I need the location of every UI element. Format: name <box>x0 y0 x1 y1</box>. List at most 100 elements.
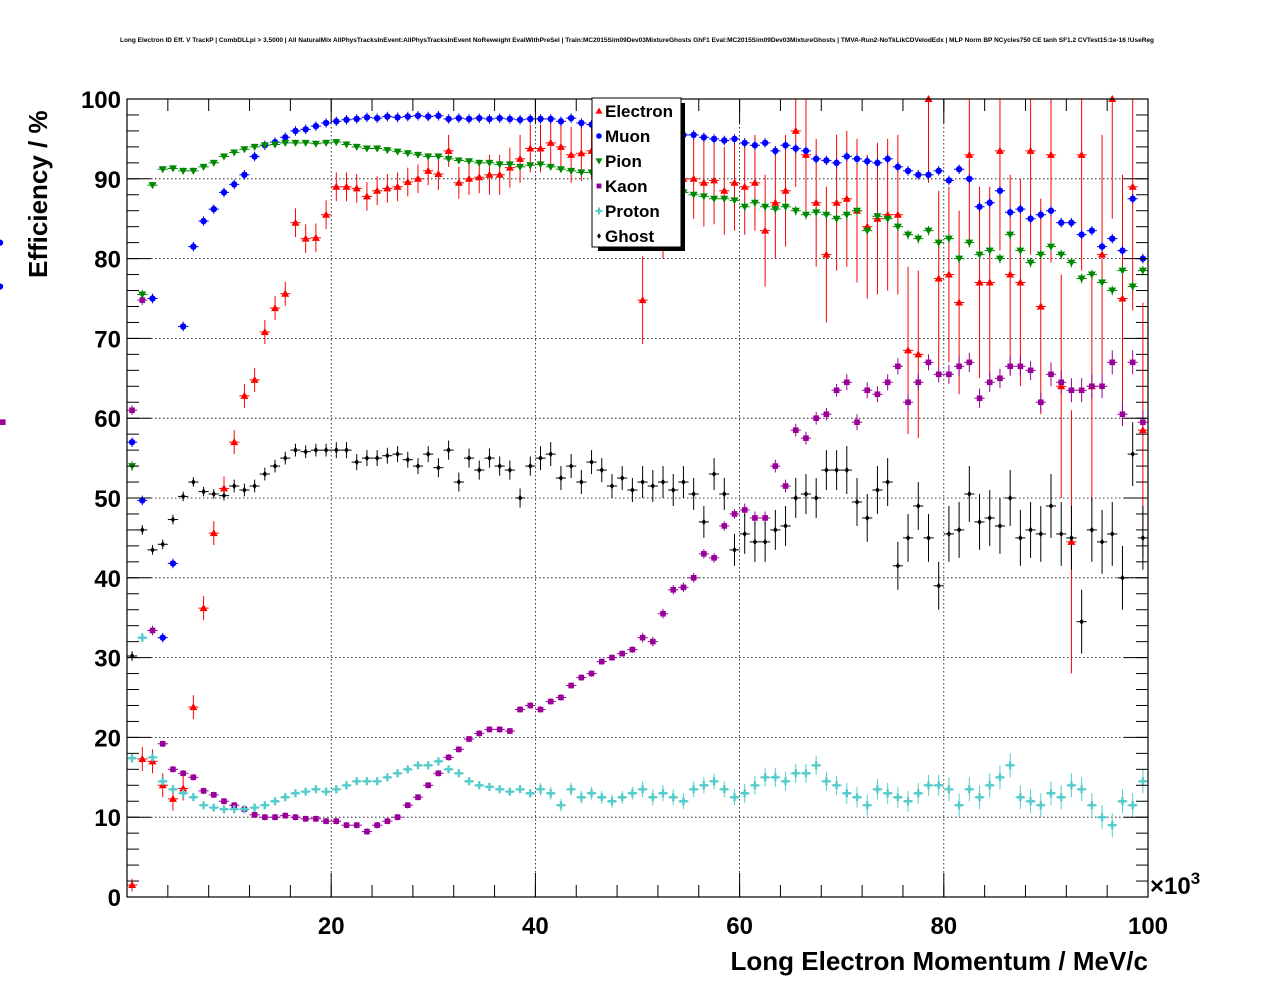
legend-label-pion: Pion <box>605 152 642 171</box>
pion-data-point <box>893 223 902 231</box>
kaon-data-point <box>925 359 932 366</box>
ghost-data-point <box>385 452 390 459</box>
electron-data-point <box>638 296 647 304</box>
proton-data-point <box>1138 777 1147 786</box>
electron-data-point <box>699 178 708 186</box>
electron-data-point <box>1057 382 1066 390</box>
electron-data-point <box>260 328 269 336</box>
proton-data-point <box>516 785 525 794</box>
proton-data-point <box>179 789 188 798</box>
proton-data-point <box>322 787 331 796</box>
muon-data-point <box>1058 219 1065 226</box>
proton-data-point <box>934 781 943 790</box>
kaon-data-point <box>558 694 564 701</box>
electron-data-point <box>516 154 525 162</box>
electron-data-point <box>271 304 280 312</box>
pion-data-point <box>577 169 586 177</box>
ghost-data-point <box>1099 538 1105 546</box>
ghost-data-point <box>599 466 604 474</box>
kaon-data-point <box>915 379 922 386</box>
electron-data-point <box>403 177 412 185</box>
kaon-data-point <box>823 411 830 418</box>
electron-data-point <box>322 210 331 218</box>
muon-data-point <box>506 115 514 123</box>
pion-data-point <box>1128 283 1137 291</box>
electron-data-point <box>1077 150 1086 158</box>
pion-data-point <box>413 151 422 159</box>
kaon-data-point <box>578 674 585 681</box>
muon-data-point <box>874 159 881 167</box>
ghost-data-point <box>681 478 686 486</box>
kaon-data-point <box>731 511 738 517</box>
kaon-data-point <box>547 698 554 705</box>
ghost-data-point <box>354 458 359 466</box>
muon-data-point <box>812 155 820 163</box>
electron-data-point <box>128 881 137 889</box>
kaon-data-point <box>159 740 166 747</box>
pion-data-point <box>260 142 269 150</box>
proton-data-point <box>465 777 474 786</box>
muon-data-point <box>1068 219 1075 226</box>
ghost-data-point <box>803 490 809 498</box>
proton-data-point <box>393 769 402 778</box>
pion-data-point <box>342 141 351 149</box>
ghost-data-point <box>793 494 798 502</box>
kaon-data-point <box>364 828 370 835</box>
kaon-data-point <box>895 363 901 370</box>
electron-data-point <box>495 170 504 178</box>
pion-data-point <box>362 145 371 153</box>
pion-data-point <box>158 166 167 174</box>
muon-data-point <box>333 118 340 125</box>
pion-data-point <box>1016 247 1025 255</box>
ghost-data-point <box>344 446 349 454</box>
x-multiplier-base: ×10 <box>1150 873 1191 900</box>
proton-data-point <box>699 781 708 790</box>
kaon-data-point <box>1037 399 1044 406</box>
electron-data-point <box>383 184 392 192</box>
muon-data-point <box>751 142 759 149</box>
proton-data-point <box>546 789 555 798</box>
proton-data-point <box>250 803 259 812</box>
proton-data-point <box>1118 797 1127 806</box>
pion-data-point <box>883 215 892 223</box>
electron-data-point <box>413 174 422 182</box>
pion-data-point <box>740 203 749 211</box>
ghost-data-point <box>1130 450 1135 458</box>
proton-data-point <box>842 789 851 798</box>
kaon-data-point <box>221 798 227 805</box>
proton-data-point <box>812 761 821 770</box>
kaon-data-point <box>588 670 595 677</box>
electron-data-point <box>332 182 341 190</box>
kaon-data-point <box>1048 371 1054 378</box>
proton-data-point <box>383 773 392 782</box>
electron-data-point <box>781 186 790 194</box>
proton-data-point <box>311 785 320 794</box>
kaon-data-point <box>180 770 186 777</box>
ghost-data-point <box>242 486 247 494</box>
kaon-data-point <box>874 391 881 398</box>
pion-data-point <box>546 163 555 171</box>
muon-data-point <box>1119 247 1126 254</box>
ghost-data-point <box>946 530 952 538</box>
kaon-data-point <box>598 658 605 665</box>
ghost-data-point <box>1079 618 1084 625</box>
kaon-data-point <box>701 551 707 557</box>
proton-data-point <box>189 793 198 802</box>
ghost-data-point <box>691 490 696 498</box>
muon-data-point <box>1098 243 1106 250</box>
pion-data-point <box>771 206 780 214</box>
proton-data-point <box>281 793 290 802</box>
grid-lines <box>127 99 1148 897</box>
ghost-data-point <box>313 446 319 454</box>
ghost-data-point <box>415 462 421 470</box>
proton-data-point <box>1077 785 1086 794</box>
pion-data-point <box>209 159 218 167</box>
ghost-data-point <box>548 450 553 458</box>
muon-data-point <box>996 187 1004 194</box>
ghost-data-point <box>221 492 227 499</box>
proton-data-point <box>219 805 228 814</box>
electron-data-point <box>168 794 177 802</box>
muon-data-point <box>384 113 391 120</box>
kaon-data-point <box>1099 383 1105 390</box>
ghost-data-point <box>160 541 165 548</box>
